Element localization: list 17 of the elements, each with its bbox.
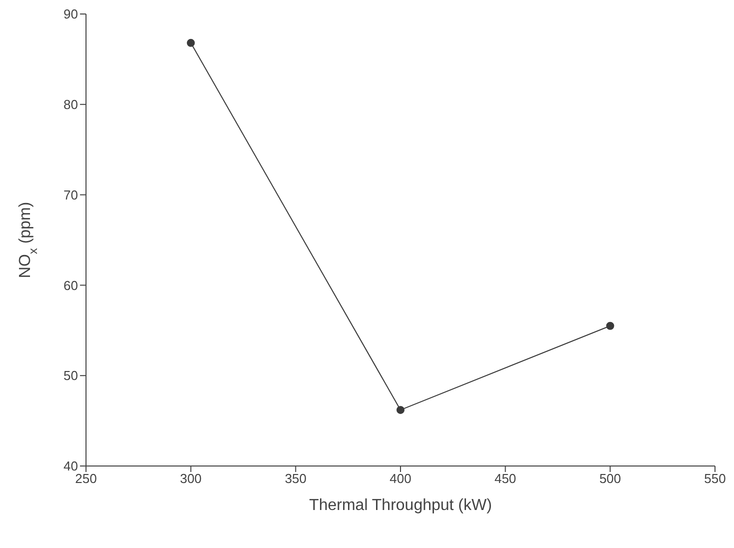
x-tick-label: 500: [599, 471, 622, 486]
y-tick-label: 50: [64, 368, 78, 384]
x-tick-label: 550: [704, 471, 726, 486]
y-tick-label: 70: [64, 187, 78, 202]
point: [186, 38, 195, 47]
point: [606, 322, 614, 330]
x-tick-label: 300: [180, 471, 202, 486]
x-tick-label: 250: [75, 471, 97, 486]
x-tick-label: 450: [494, 471, 516, 486]
x-tick-label: 350: [284, 471, 307, 486]
y-tick-label: 40: [64, 458, 78, 474]
y-tick-label: 80: [64, 97, 78, 112]
y-tick-label: 90: [64, 6, 78, 22]
point: [396, 406, 404, 414]
y-tick-label: 60: [64, 278, 78, 293]
x-axis-title: Thermal Throughput (kW): [309, 497, 492, 514]
x-tick-label: 400: [390, 471, 412, 486]
